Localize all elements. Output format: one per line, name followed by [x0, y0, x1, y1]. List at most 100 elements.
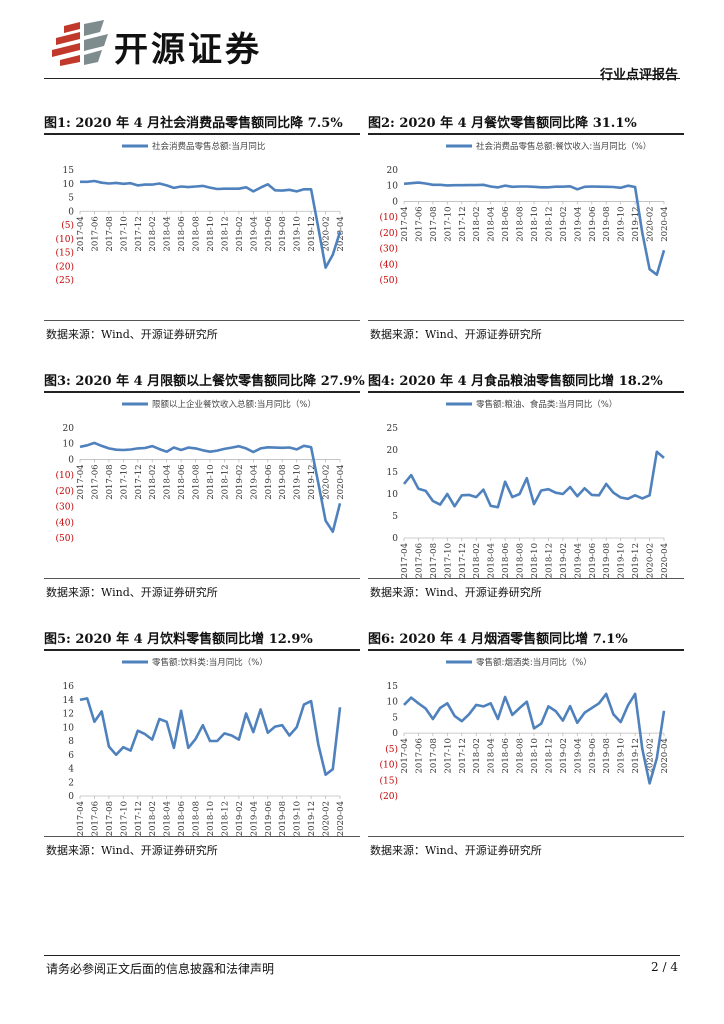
series-line	[79, 697, 342, 776]
x-tick-label: 2017-04	[400, 206, 410, 241]
y-tick-label: (10)	[56, 234, 74, 245]
footer-divider	[44, 955, 680, 956]
series-line	[402, 450, 665, 509]
x-tick-label: 2018-06	[501, 738, 511, 773]
y-tick-label: (15)	[56, 248, 74, 259]
chart-title: 图3: 2020 年 4 月限额以上餐饮零售额同比降 27.9%	[44, 374, 365, 389]
legend: 零售额:饮料类:当月同比（%）	[122, 657, 268, 668]
x-tick-label: 2018-02	[472, 543, 482, 578]
y-tick-label: 5	[392, 713, 398, 723]
x-tick-label: 2017-04	[400, 543, 410, 578]
chart-title: 图5: 2020 年 4 月饮料零售额同比增 12.9%	[44, 632, 313, 647]
x-tick-label: 2019-04	[249, 801, 259, 836]
x-tick-label: 2019-02	[235, 216, 245, 251]
chart-panel-6: 图6: 2020 年 4 月烟酒零售额同比增 7.1% 零售额:烟酒类:当月同比…	[368, 628, 684, 862]
x-tick-label: 2018-12	[544, 543, 554, 578]
x-tick-label: 2018-06	[501, 206, 511, 241]
x-tick-label: 2017-04	[76, 464, 86, 499]
x-tick-label: 2020-04	[660, 206, 670, 241]
x-tick-label: 2020-04	[336, 464, 346, 499]
chart-2: 社会消费品零售总额:餐饮收入:当月同比（%） 20 10 0 (10) (20) (30) (…	[380, 141, 670, 286]
brand-logo: 开源证券	[50, 20, 280, 70]
y-tick-label: 20	[387, 446, 399, 456]
x-tick-label: 2018-10	[206, 464, 216, 499]
x-tick-label: 2017-06	[414, 206, 424, 241]
x-tick-label: 2017-10	[119, 464, 129, 499]
legend: 社会消费品零售总额:餐饮收入:当月同比（%）	[446, 141, 651, 152]
series-line	[79, 441, 342, 533]
x-tick-label: 2018-04	[487, 738, 497, 773]
y-tick-label: 0	[392, 729, 398, 739]
x-tick-label: 2019-02	[235, 464, 245, 499]
y-tick-label: (30)	[56, 502, 74, 513]
x-tick-label: 2020-04	[336, 801, 346, 836]
x-tick-label: 2017-10	[119, 801, 129, 836]
x-tick-label: 2018-10	[530, 206, 540, 241]
x-tick-label: 2017-08	[429, 206, 439, 241]
y-tick-label: 15	[63, 166, 75, 176]
title-divider	[44, 391, 360, 393]
y-tick-label: 6	[68, 751, 74, 761]
source-divider	[368, 578, 684, 579]
y-tick-label: (40)	[56, 517, 74, 528]
y-tick-label: (25)	[56, 275, 74, 286]
x-tick-label: 2017-08	[429, 543, 439, 578]
x-tick-label: 2017-12	[134, 464, 144, 499]
chart-panel-4: 图4: 2020 年 4 月食品粮油零售额同比增 18.2% 零售额:粮油、食品…	[368, 370, 684, 604]
x-tick-label: 2018-08	[516, 206, 526, 241]
y-tick-label: 10	[387, 490, 399, 500]
x-tick-label: 2018-10	[206, 801, 216, 836]
x-tick-label: 2018-10	[206, 216, 216, 251]
x-tick-label: 2019-08	[278, 801, 288, 836]
x-tick-label: 2019-08	[602, 206, 612, 241]
x-tick-label: 2019-12	[307, 801, 317, 836]
y-tick-label: (20)	[380, 791, 398, 802]
source-divider	[44, 578, 360, 579]
x-tick-label: 2019-06	[264, 464, 274, 499]
chart-panel-5: 图5: 2020 年 4 月饮料零售额同比增 12.9% 零售额:饮料类:当月同…	[44, 628, 360, 862]
y-tick-label: 4	[68, 765, 74, 775]
chart-panel-2: 图2: 2020 年 4 月餐饮零售额同比降 31.1% 社会消费品零售总额:餐…	[368, 112, 684, 346]
y-tick-label: 0	[68, 207, 74, 217]
x-tick-label: 2017-04	[400, 738, 410, 773]
y-tick-label: 20	[63, 424, 75, 434]
logo-mark-icon	[52, 20, 108, 66]
x-tick-label: 2019-10	[293, 801, 303, 836]
y-tick-label: 5	[392, 512, 398, 522]
legend: 零售额:烟酒类:当月同比（%）	[446, 657, 592, 668]
y-tick-label: 2	[68, 778, 74, 788]
x-tick-label: 2018-04	[163, 216, 173, 251]
y-tick-label: (20)	[56, 486, 74, 497]
y-tick-label: 0	[392, 534, 398, 544]
x-tick-label: 2019-10	[617, 738, 627, 773]
x-tick-label: 2017-06	[90, 801, 100, 836]
x-tick-label: 2017-06	[90, 464, 100, 499]
x-tick-label: 2020-02	[322, 801, 332, 836]
x-tick-label: 2020-02	[646, 543, 656, 578]
y-tick-label: (20)	[380, 228, 398, 239]
x-tick-label: 2019-06	[264, 216, 274, 251]
y-tick-label: 0	[68, 455, 74, 465]
y-tick-label: (20)	[56, 261, 74, 272]
y-tick-label: (10)	[380, 760, 398, 771]
x-tick-label: 2019-04	[573, 206, 583, 241]
y-tick-label: (30)	[380, 244, 398, 255]
title-divider	[44, 649, 360, 651]
x-tick-label: 2018-04	[163, 801, 173, 836]
legend: 零售额:粮油、食品类:当月同比（%）	[446, 399, 617, 410]
source-divider	[44, 836, 360, 837]
x-tick-label: 2020-02	[322, 464, 332, 499]
x-tick-label: 2018-08	[516, 543, 526, 578]
y-tick-label: (5)	[61, 220, 74, 231]
title-divider	[368, 133, 684, 135]
source-divider	[44, 320, 360, 321]
chart-source: 数据来源：Wind、开源证券研究所	[370, 844, 542, 857]
x-tick-label: 2019-06	[588, 738, 598, 773]
x-tick-label: 2018-12	[220, 464, 230, 499]
y-tick-label: 12	[63, 710, 74, 720]
x-tick-label: 2019-08	[278, 216, 288, 251]
x-tick-label: 2019-06	[588, 543, 598, 578]
x-tick-label: 2019-10	[293, 216, 303, 251]
series-line	[403, 692, 666, 785]
x-tick-label: 2020-04	[660, 543, 670, 578]
